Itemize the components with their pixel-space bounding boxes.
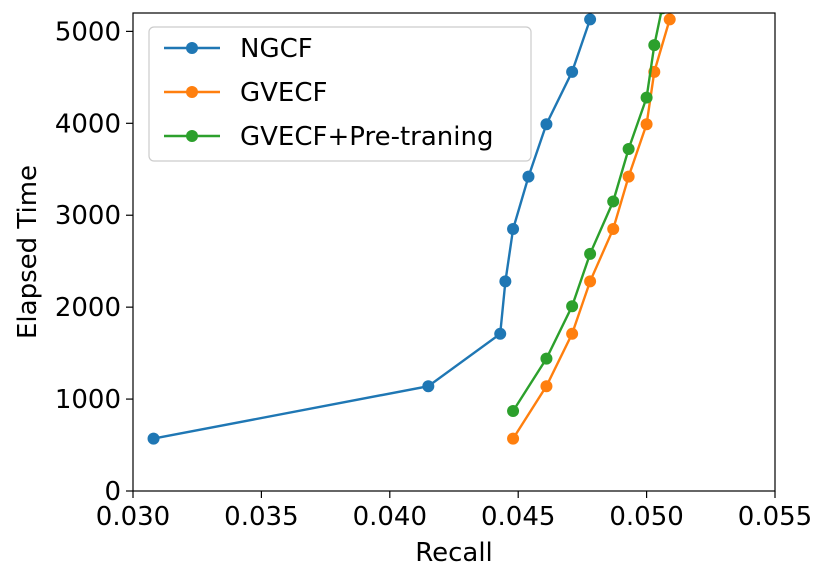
data-point-gvecf-pre-traning bbox=[622, 143, 635, 156]
data-point-ngcf bbox=[499, 275, 512, 288]
data-point-ngcf bbox=[522, 170, 535, 183]
legend-entry-ngcf: NGCF bbox=[164, 34, 313, 64]
x-tick-label: 0.055 bbox=[738, 502, 812, 532]
data-point-gvecf-pre-traning bbox=[507, 405, 520, 418]
data-point-gvecf bbox=[622, 170, 635, 183]
data-point-gvecf bbox=[507, 432, 520, 445]
y-tick-label: 2000 bbox=[55, 293, 121, 323]
data-point-ngcf bbox=[507, 223, 520, 236]
x-tick-label: 0.035 bbox=[224, 502, 298, 532]
legend-entry-gvecf-pre-traning: GVECF+Pre-traning bbox=[164, 122, 493, 152]
data-point-gvecf bbox=[640, 118, 653, 131]
y-tick-label: 4000 bbox=[55, 109, 121, 139]
series-layer bbox=[147, 13, 676, 445]
legend-entries: NGCF GVECF GVECF+Pre-traning bbox=[164, 34, 493, 152]
data-point-gvecf-pre-traning bbox=[648, 39, 661, 52]
series-gvecf-pre-traning bbox=[507, 13, 666, 418]
data-point-gvecf-pre-traning bbox=[540, 352, 553, 365]
data-point-ngcf bbox=[566, 65, 579, 78]
data-point-gvecf bbox=[566, 327, 579, 340]
y-tick-label: 5000 bbox=[55, 17, 121, 47]
data-point-gvecf-pre-traning bbox=[640, 91, 653, 104]
legend-label: GVECF bbox=[240, 78, 327, 108]
y-tick-label: 1000 bbox=[55, 385, 121, 415]
legend-entry-gvecf: GVECF bbox=[164, 78, 327, 108]
legend-label: NGCF bbox=[240, 34, 313, 64]
x-tick-label: 0.040 bbox=[353, 502, 427, 532]
x-axis-label: Recall bbox=[415, 538, 493, 568]
x-tick-label: 0.050 bbox=[609, 502, 683, 532]
y-tick-label: 0 bbox=[104, 477, 121, 507]
data-point-gvecf-pre-traning bbox=[566, 300, 579, 313]
data-point-ngcf bbox=[422, 380, 435, 393]
series-gvecf bbox=[507, 13, 676, 445]
legend: NGCF GVECF GVECF+Pre-traning bbox=[148, 26, 532, 162]
series-ngcf bbox=[147, 13, 597, 445]
data-point-ngcf bbox=[584, 13, 597, 26]
series-line-gvecf-pre-traning bbox=[512, 13, 663, 412]
legend-frame bbox=[148, 26, 532, 162]
data-point-gvecf-pre-traning bbox=[584, 247, 597, 260]
data-point-ngcf bbox=[540, 118, 553, 131]
y-axis-label: Elapsed Time bbox=[13, 165, 43, 339]
axes-layer: 0.030 0.035 0.040 0.045 0.050 0.055 0 1000 2000 3… bbox=[55, 17, 812, 532]
data-point-gvecf bbox=[540, 380, 553, 393]
data-point-gvecf-pre-traning bbox=[607, 195, 620, 208]
data-point-gvecf bbox=[584, 275, 597, 288]
legend-marker bbox=[186, 42, 198, 54]
legend-marker bbox=[186, 130, 198, 142]
data-point-ngcf bbox=[494, 327, 507, 340]
data-point-ngcf bbox=[147, 432, 160, 445]
y-tick-label: 3000 bbox=[55, 201, 121, 231]
legend-marker bbox=[186, 86, 198, 98]
data-point-gvecf bbox=[607, 223, 620, 236]
x-tick-label: 0.030 bbox=[96, 502, 170, 532]
plot-frame bbox=[132, 12, 776, 492]
legend-label: GVECF+Pre-traning bbox=[240, 122, 493, 152]
x-tick-label: 0.045 bbox=[481, 502, 555, 532]
data-point-gvecf bbox=[663, 13, 676, 26]
